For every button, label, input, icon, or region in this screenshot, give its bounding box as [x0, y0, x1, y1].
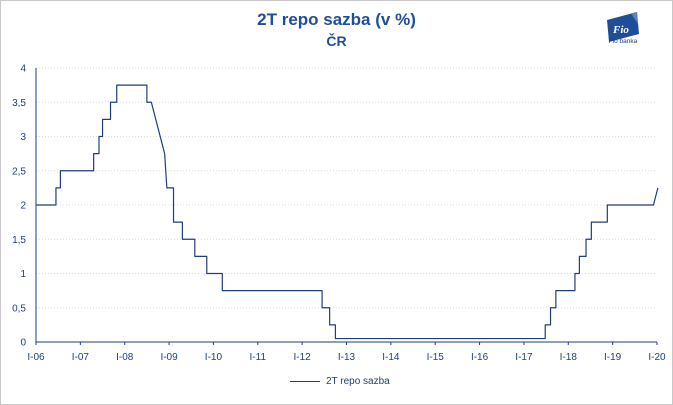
- chart-title: 2T repo sazba (v %): [257, 10, 416, 29]
- x-axis-tick-labels: I-06 I-07 I-08 I-09 I-10 I-11 I-12 I-13 I-14 I-15…: [27, 352, 666, 363]
- logo-flag-fold: [631, 12, 638, 24]
- legend-label: 2T repo sazba: [326, 376, 390, 387]
- x-tick-label: I-14: [382, 352, 400, 363]
- y-tick-label: 0: [20, 338, 26, 349]
- fio-banka-logo-icon: Fio: [607, 12, 639, 42]
- axes: [35, 68, 658, 345]
- y-tick-label: 1,5: [12, 235, 26, 246]
- x-tick-label: I-19: [604, 352, 622, 363]
- x-tick-label: I-09: [160, 352, 178, 363]
- legend-line-swatch: [290, 381, 320, 382]
- logo-mark: Fio: [612, 24, 629, 36]
- series-line: [36, 84, 659, 340]
- y-tick-label: 0,5: [12, 303, 26, 314]
- series-group: [36, 84, 659, 340]
- x-tick-label: I-13: [338, 352, 356, 363]
- x-tick-label: I-20: [648, 352, 666, 363]
- y-tick-label: 2: [20, 201, 26, 212]
- y-tick-label: 4: [20, 64, 26, 75]
- x-tick-label: I-17: [515, 352, 533, 363]
- x-tick-label: I-15: [427, 352, 445, 363]
- y-tick-label: 3: [20, 132, 26, 143]
- y-tick-label: 1: [20, 269, 26, 280]
- x-tick-label: I-12: [294, 352, 312, 363]
- logo-flag-shape: [607, 12, 639, 42]
- y-tick-label: 3,5: [12, 98, 26, 109]
- y-axis-tick-labels: 0 0,5 1 1,5 2 2,5 3 3,5 4: [12, 64, 26, 349]
- x-tick-label: I-11: [250, 352, 267, 363]
- x-tick-label: I-08: [116, 352, 134, 363]
- chart-subtitle: ČR: [326, 33, 347, 49]
- x-tick-label: I-18: [560, 352, 578, 363]
- logo-text: Fio banka: [608, 38, 638, 45]
- legend: 2T repo sazba: [290, 376, 390, 387]
- y-tick-label: 2,5: [12, 166, 26, 177]
- x-tick-label: I-16: [471, 352, 489, 363]
- x-tick-label: I-07: [72, 352, 90, 363]
- x-tick-label: I-10: [205, 352, 223, 363]
- x-tick-label: I-06: [27, 352, 45, 363]
- gridlines: [36, 67, 657, 309]
